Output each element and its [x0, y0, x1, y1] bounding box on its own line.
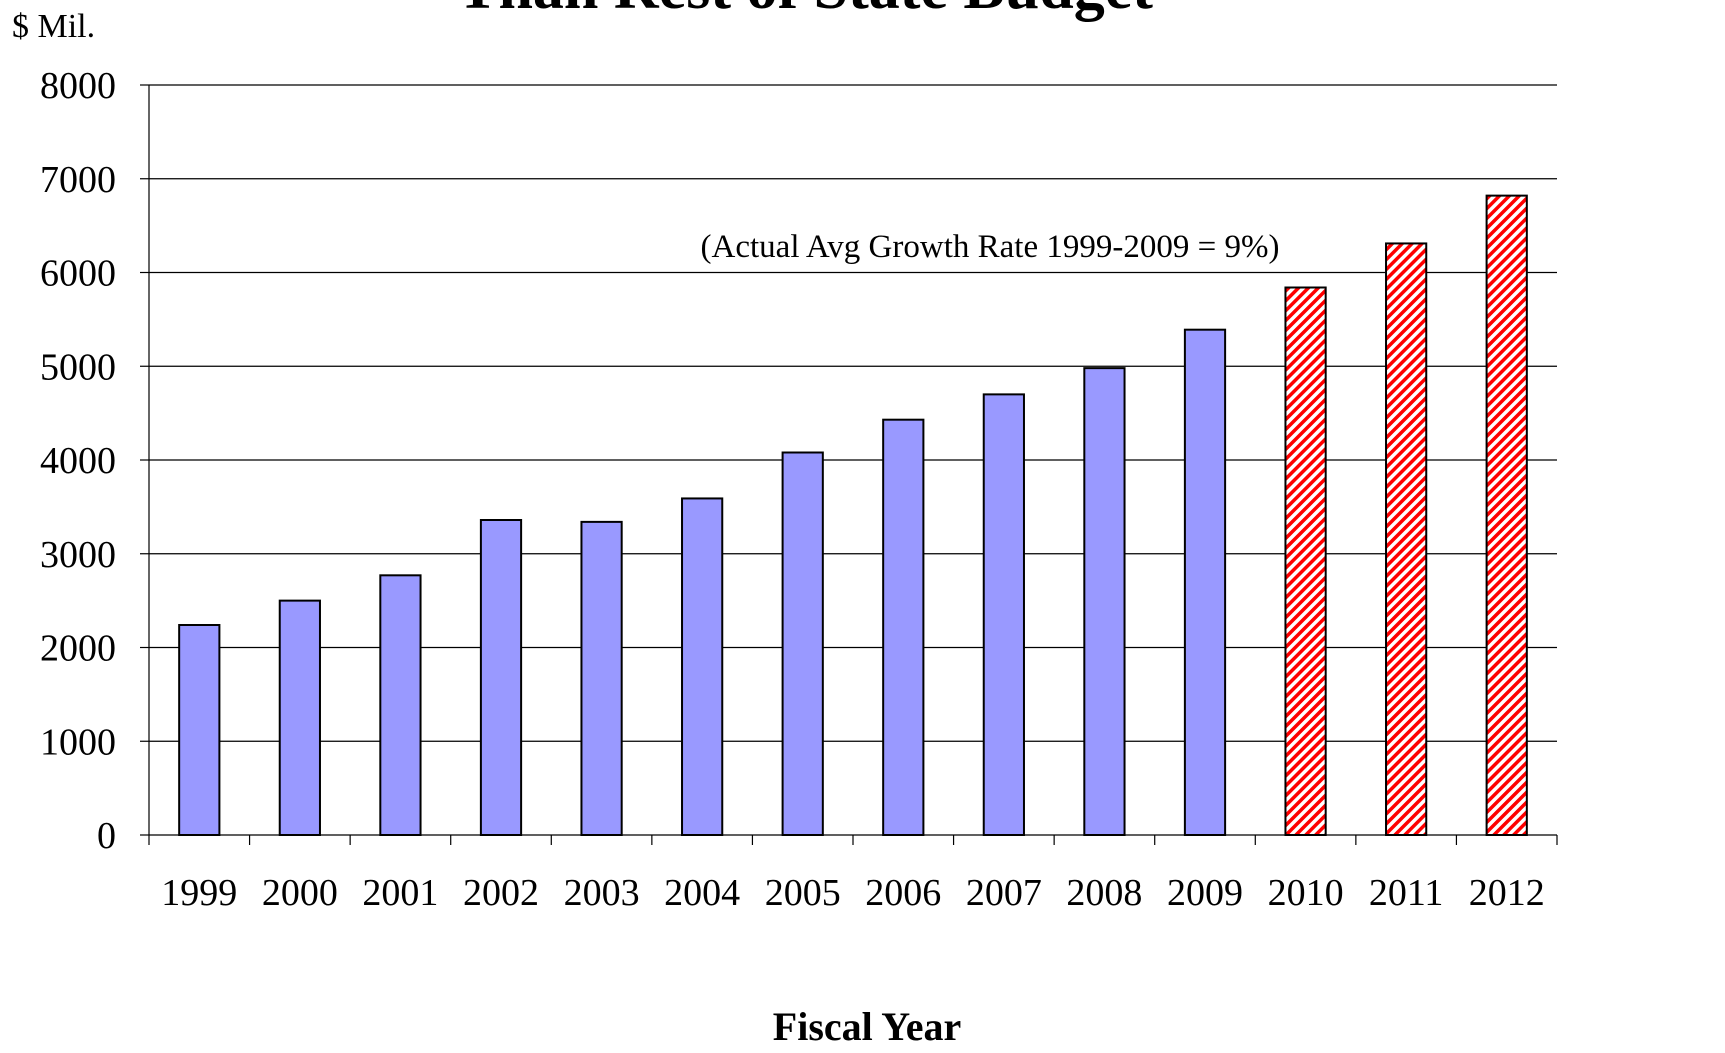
- y-tick-label: 2000: [40, 628, 116, 670]
- bars: [178, 194, 1528, 836]
- bar-2000: [278, 599, 321, 836]
- y-unit-label: $ Mil.: [12, 8, 95, 45]
- y-tick-label: 0: [97, 815, 116, 857]
- x-tick-label: 2000: [262, 872, 338, 914]
- bar-2007: [982, 393, 1025, 836]
- bar-2004: [681, 497, 724, 836]
- x-tick-label: 2001: [362, 872, 438, 914]
- x-tick-label: 1999: [161, 872, 237, 914]
- bar-2003: [580, 520, 623, 836]
- bar-projected-2010: [1284, 286, 1327, 836]
- x-tick-labels: 1999 2000 2001 2002 2003 2004 2005 2006 2007 2008…: [161, 872, 1544, 914]
- y-tick-labels: 0 1000 2000 3000 4000 5000 6000 7000 8000: [40, 65, 116, 857]
- x-tick-label: 2011: [1369, 872, 1444, 914]
- bar-2006: [882, 418, 925, 836]
- y-tick-label: 3000: [40, 534, 116, 576]
- y-tick-label: 7000: [40, 159, 116, 201]
- x-tick-label: 2005: [765, 872, 841, 914]
- bar-2008: [1083, 367, 1126, 836]
- bar-projected-2012: [1485, 194, 1528, 836]
- x-tick-label: 2012: [1469, 872, 1545, 914]
- y-tick-label: 1000: [40, 721, 116, 763]
- bar-projected-2011: [1385, 242, 1428, 836]
- growth-rate-annotation: (Actual Avg Growth Rate 1999-2009 = 9%): [701, 229, 1280, 265]
- x-axis-title: Fiscal Year: [773, 1004, 961, 1049]
- y-tick-label: 5000: [40, 346, 116, 388]
- chart-title: Than Rest of State Budget: [457, 0, 1153, 22]
- bar-2002: [479, 519, 523, 836]
- y-tick-label: 4000: [40, 440, 116, 482]
- x-tick-label: 2003: [564, 872, 640, 914]
- x-tick-label: 2010: [1268, 872, 1344, 914]
- bar-2005: [781, 451, 824, 836]
- x-tick-label: 2002: [463, 872, 539, 914]
- bar-2001: [379, 574, 422, 836]
- x-tick-label: 2007: [966, 872, 1042, 914]
- x-tick-label: 2008: [1066, 872, 1142, 914]
- y-tick-label: 8000: [40, 65, 116, 107]
- x-tick-label: 2004: [664, 872, 740, 914]
- x-tick-label: 2006: [865, 872, 941, 914]
- bar-2009: [1183, 328, 1227, 836]
- y-tick-label: 6000: [40, 253, 116, 295]
- axes: [140, 84, 1558, 845]
- gridlines: [149, 84, 1557, 742]
- bar-1999: [178, 624, 221, 836]
- x-tick-label: 2009: [1167, 872, 1243, 914]
